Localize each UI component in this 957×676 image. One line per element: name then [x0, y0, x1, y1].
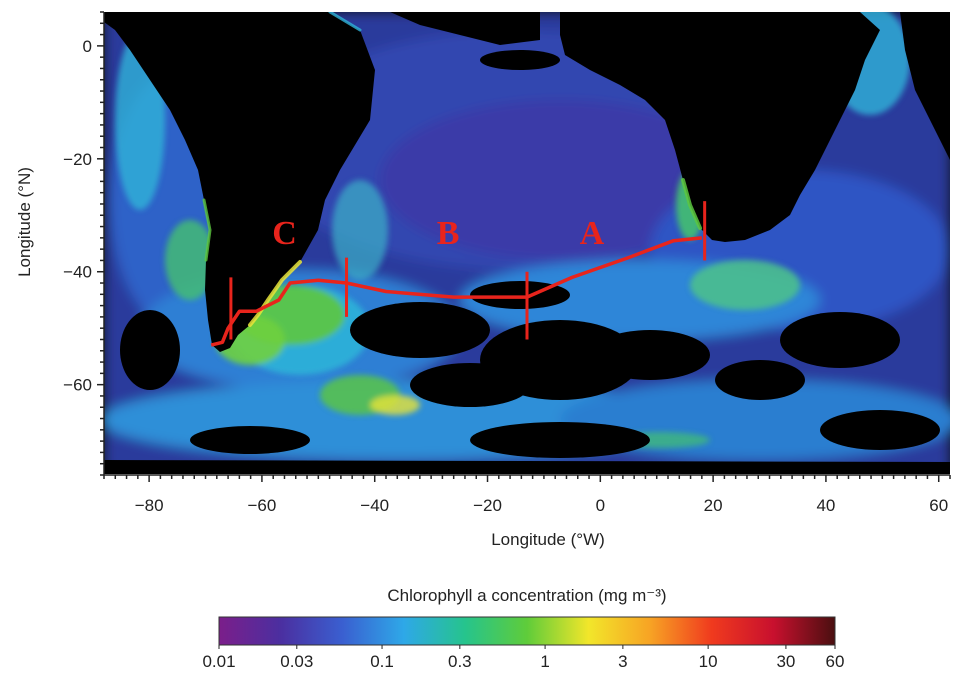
map-axes: −80 −60 −40 −20 0 20 40 60 0 −20 −40 −60 Longitude…: [15, 11, 951, 549]
segment-label-c: C: [272, 215, 297, 252]
colorbar-ticks: 0.01 0.03 0.1 0.3 1 3 10 30 60: [202, 645, 844, 671]
colorbar-tick-label: 0.01: [202, 652, 235, 671]
colorbar-gradient: [218, 616, 836, 646]
x-tick-label: 20: [704, 496, 723, 515]
y-axis-title: Longitude (°N): [15, 167, 34, 277]
colorbar-tick-label: 10: [699, 652, 718, 671]
x-axis-ticks: −80 −60 −40 −20 0 20 40 60: [103, 475, 951, 515]
x-tick-label: 40: [816, 496, 835, 515]
land-africa: [560, 12, 880, 242]
x-tick-label: −60: [247, 496, 276, 515]
y-tick-label: −20: [63, 150, 92, 169]
x-tick-label: −40: [360, 496, 389, 515]
transect-track: [210, 236, 702, 347]
y-tick-label: 0: [83, 37, 92, 56]
x-tick-label: 0: [596, 496, 605, 515]
colorbar-tick-label: 3: [618, 652, 627, 671]
colorbar-tick-label: 0.03: [280, 652, 313, 671]
cloud-mask: [120, 26, 940, 458]
cruise-transect: [210, 201, 707, 347]
land-africa-north: [390, 12, 540, 45]
colorbar-tick-label: 1: [540, 652, 549, 671]
land-south-america: [104, 12, 375, 352]
x-tick-label: −20: [473, 496, 502, 515]
colorbar-title: Chlorophyll a concentration (mg m⁻³): [387, 586, 666, 605]
colorbar-tick-label: 30: [776, 652, 795, 671]
colorbar-tick-label: 0.3: [448, 652, 472, 671]
x-axis-title: Longitude (°W): [491, 530, 605, 549]
y-tick-label: −60: [63, 376, 92, 395]
x-tick-label: −80: [135, 496, 164, 515]
y-tick-label: −40: [63, 263, 92, 282]
x-tick-label: 60: [929, 496, 948, 515]
land-masses: [104, 12, 950, 474]
coastal-fringe: [202, 12, 702, 327]
y-axis-ticks: 0 −20 −40 −60: [63, 11, 104, 476]
colorbar-tick-label: 0.1: [370, 652, 394, 671]
segment-label-b: B: [437, 215, 460, 252]
segment-label-a: A: [580, 215, 605, 252]
colorbar-tick-label: 60: [826, 652, 845, 671]
land-antarctica-edge: [104, 460, 950, 474]
land-east-right: [900, 12, 950, 160]
colorbar: Chlorophyll a concentration (mg m⁻³) 0.0…: [202, 586, 844, 671]
